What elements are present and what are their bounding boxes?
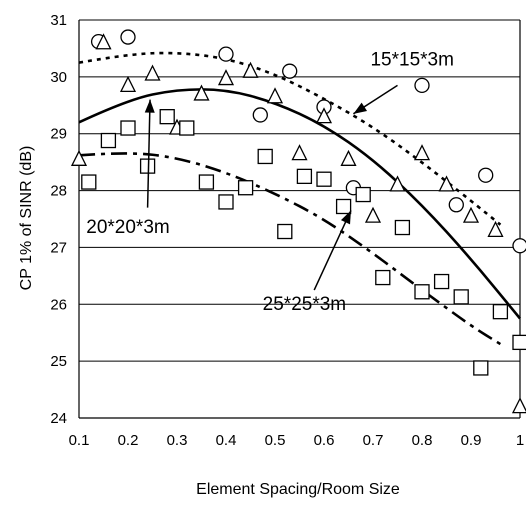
x-tick-label: 0.5 [265,432,286,449]
triangle-marker [242,61,259,78]
y-tick-label: 30 [50,69,67,86]
annotation-arrowhead [353,102,368,114]
triangle-marker [193,84,210,101]
fit-curve-dotted [78,51,502,226]
y-tick-label: 29 [50,126,67,143]
triangle-marker [413,144,431,161]
circle-marker [448,197,464,213]
circle-marker [120,29,136,45]
square-marker [179,120,195,136]
square-marker [414,284,430,300]
square-marker [492,304,509,320]
y-tick-label: 26 [50,296,67,313]
fit-curves [78,51,522,346]
annotation-label: 15*15*3m [370,49,453,70]
square-marker [257,148,273,165]
x-tick-label: 0.7 [363,432,384,449]
square-marker [120,120,136,136]
square-marker [512,334,526,351]
x-tick-labels: 0.1 0.2 0.3 0.4 0.5 0.6 0.7 0.8 0.9 1 [69,432,525,449]
triangle-marker [291,144,308,161]
square-marker [394,219,411,236]
annotation-arrowhead [340,210,351,225]
x-tick-label: 0.9 [461,432,482,449]
x-tick-label: 1 [516,432,524,449]
data-points [70,29,526,414]
annotation-label: 20*20*3m [86,217,169,238]
square-marker [473,360,489,376]
x-tick-label: 0.8 [412,432,433,449]
y-tick-label: 27 [50,239,67,256]
triangle-marker [438,175,455,192]
square-marker [198,174,215,190]
x-tick-label: 0.2 [118,432,139,449]
square-marker [316,171,332,187]
square-marker [218,194,234,210]
y-tick-label: 28 [50,183,67,200]
square-marker [335,198,352,215]
square-marker [296,168,313,185]
axes [78,20,521,419]
triangle-marker [315,107,333,124]
y-tick-label: 25 [50,353,67,370]
annotations: 15*15*3m 20*20*3m 25*25*3m [86,49,454,314]
triangle-marker [144,64,161,81]
triangle-marker [119,75,137,93]
circle-marker [478,167,494,183]
y-tick-label: 31 [50,12,67,29]
circle-marker [218,46,234,62]
square-marker [237,180,254,196]
circle-marker [414,77,430,94]
x-tick-label: 0.6 [314,432,335,449]
x-tick-label: 0.4 [216,432,237,449]
fit-curve-dashed [78,152,502,346]
square-marker [159,109,175,125]
annotation-arrowhead [144,99,155,113]
annotation-arrow-line [313,210,352,291]
square-marker [453,289,469,305]
triangle-marker [389,175,406,192]
square-marker [355,186,371,203]
square-marker [139,158,156,174]
triangle-marker [487,220,504,238]
y-tick-labels: 24 25 26 27 28 29 30 31 [50,12,67,427]
x-tick-label: 0.3 [167,432,188,449]
fit-curve-solid [78,88,522,320]
x-tick-label: 0.1 [69,432,90,449]
annotation-label: 25*25*3m [263,294,346,315]
x-axis-label: Element Spacing/Room Size [196,481,400,498]
triangle-marker [364,206,382,223]
square-marker [100,132,117,149]
circle-marker [512,238,526,254]
circle-marker [282,63,298,79]
triangle-marker [217,69,235,86]
square-marker [81,174,97,190]
y-tick-label: 24 [50,410,67,427]
triangle-marker [462,206,480,223]
annotation-arrow-line [146,99,151,208]
circle-marker [252,107,268,123]
square-marker [433,273,450,290]
triangle-marker [340,149,357,166]
triangle-marker [70,149,88,166]
square-marker [277,223,293,240]
square-marker [375,269,391,286]
triangle-marker [95,33,112,50]
triangle-marker [266,87,284,104]
y-axis-label: CP 1% of SINR (dB) [18,146,35,291]
triangle-marker [511,397,526,414]
